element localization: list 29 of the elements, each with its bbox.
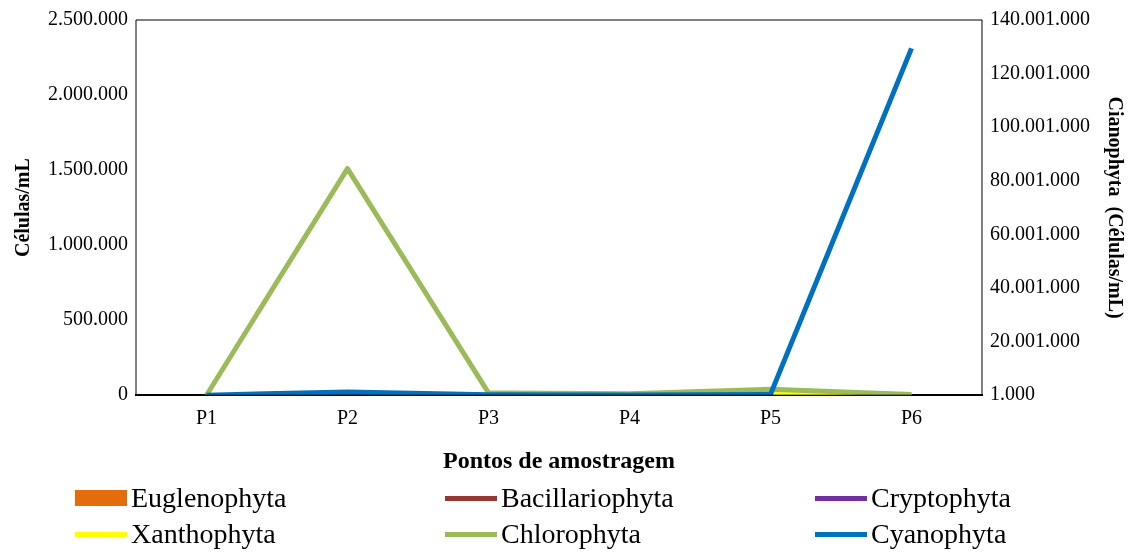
x-tick-label: P6 bbox=[900, 406, 923, 429]
x-tick-label: P1 bbox=[195, 406, 218, 429]
y2-tick-label: 80.001.000 bbox=[990, 168, 1080, 191]
y2-axis-title: Cianophyta (Células/mL) bbox=[1103, 96, 1127, 319]
x-tick-label: P3 bbox=[477, 406, 500, 429]
y-tick-label: 0 bbox=[118, 382, 128, 405]
x-tick-label: P4 bbox=[618, 406, 641, 429]
legend-label: Cryptophyta bbox=[871, 482, 1011, 514]
y2-tick-label: 100.001.000 bbox=[990, 114, 1090, 137]
y-tick-label: 1.500.000 bbox=[48, 157, 128, 180]
legend-label: Bacillariophyta bbox=[501, 482, 674, 514]
x-tick-label: P5 bbox=[759, 406, 782, 429]
y-tick-label: 500.000 bbox=[63, 307, 128, 330]
x-tick-label: P2 bbox=[336, 406, 359, 429]
y-tick-label: 2.500.000 bbox=[48, 7, 128, 30]
x-axis-title: Pontos de amostragem bbox=[443, 446, 675, 473]
y2-tick-label: 120.001.000 bbox=[990, 60, 1090, 83]
legend-label: Chlorophyta bbox=[501, 518, 641, 550]
y-tick-label: 2.000.000 bbox=[48, 82, 128, 105]
y2-tick-label: 20.001.000 bbox=[990, 328, 1080, 351]
y-tick-label: 1.000.000 bbox=[48, 232, 128, 255]
legend-label: Euglenophyta bbox=[131, 482, 287, 514]
legend-label: Xanthophyta bbox=[131, 518, 276, 550]
legend-label: Cyanophyta bbox=[871, 518, 1007, 550]
y2-tick-label: 140.001.000 bbox=[990, 7, 1090, 30]
y2-tick-label: 60.001.000 bbox=[990, 221, 1080, 244]
y2-tick-label: 1.000 bbox=[990, 382, 1035, 405]
y-axis-title: Células/mL bbox=[11, 158, 34, 258]
y2-tick-label: 40.001.000 bbox=[990, 275, 1080, 298]
